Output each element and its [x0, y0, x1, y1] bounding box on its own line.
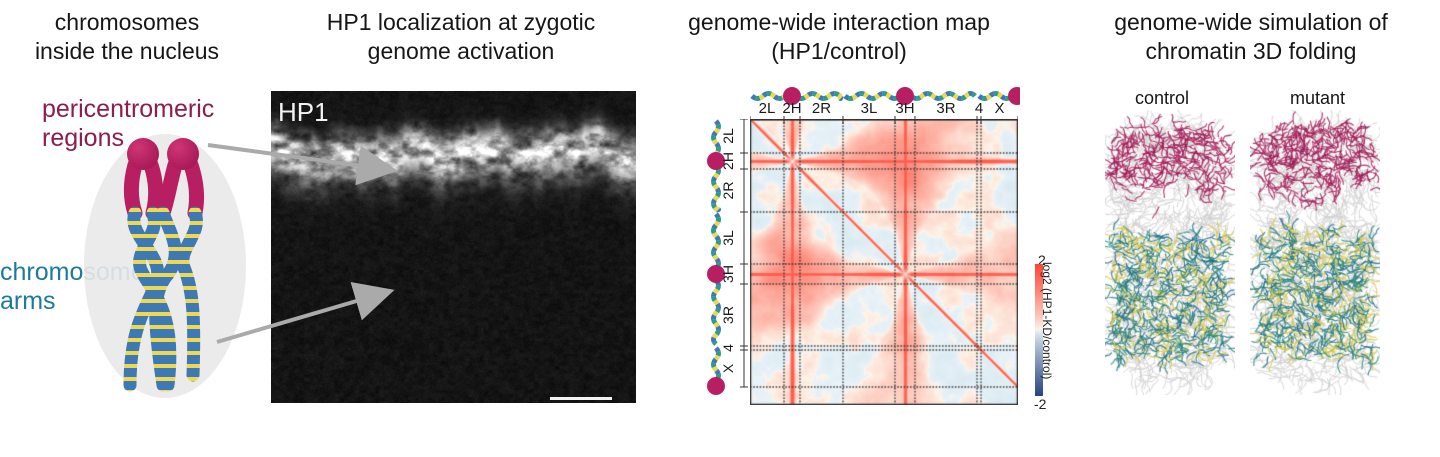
svg-text:4: 4 — [720, 344, 736, 352]
svg-text:2R: 2R — [720, 182, 736, 200]
svg-text:3H: 3H — [720, 265, 736, 283]
svg-text:2L: 2L — [720, 128, 736, 144]
svg-text:X: X — [720, 363, 736, 373]
svg-text:3L: 3L — [720, 230, 736, 246]
svg-text:2H: 2H — [720, 152, 736, 170]
svg-text:3R: 3R — [720, 306, 736, 324]
